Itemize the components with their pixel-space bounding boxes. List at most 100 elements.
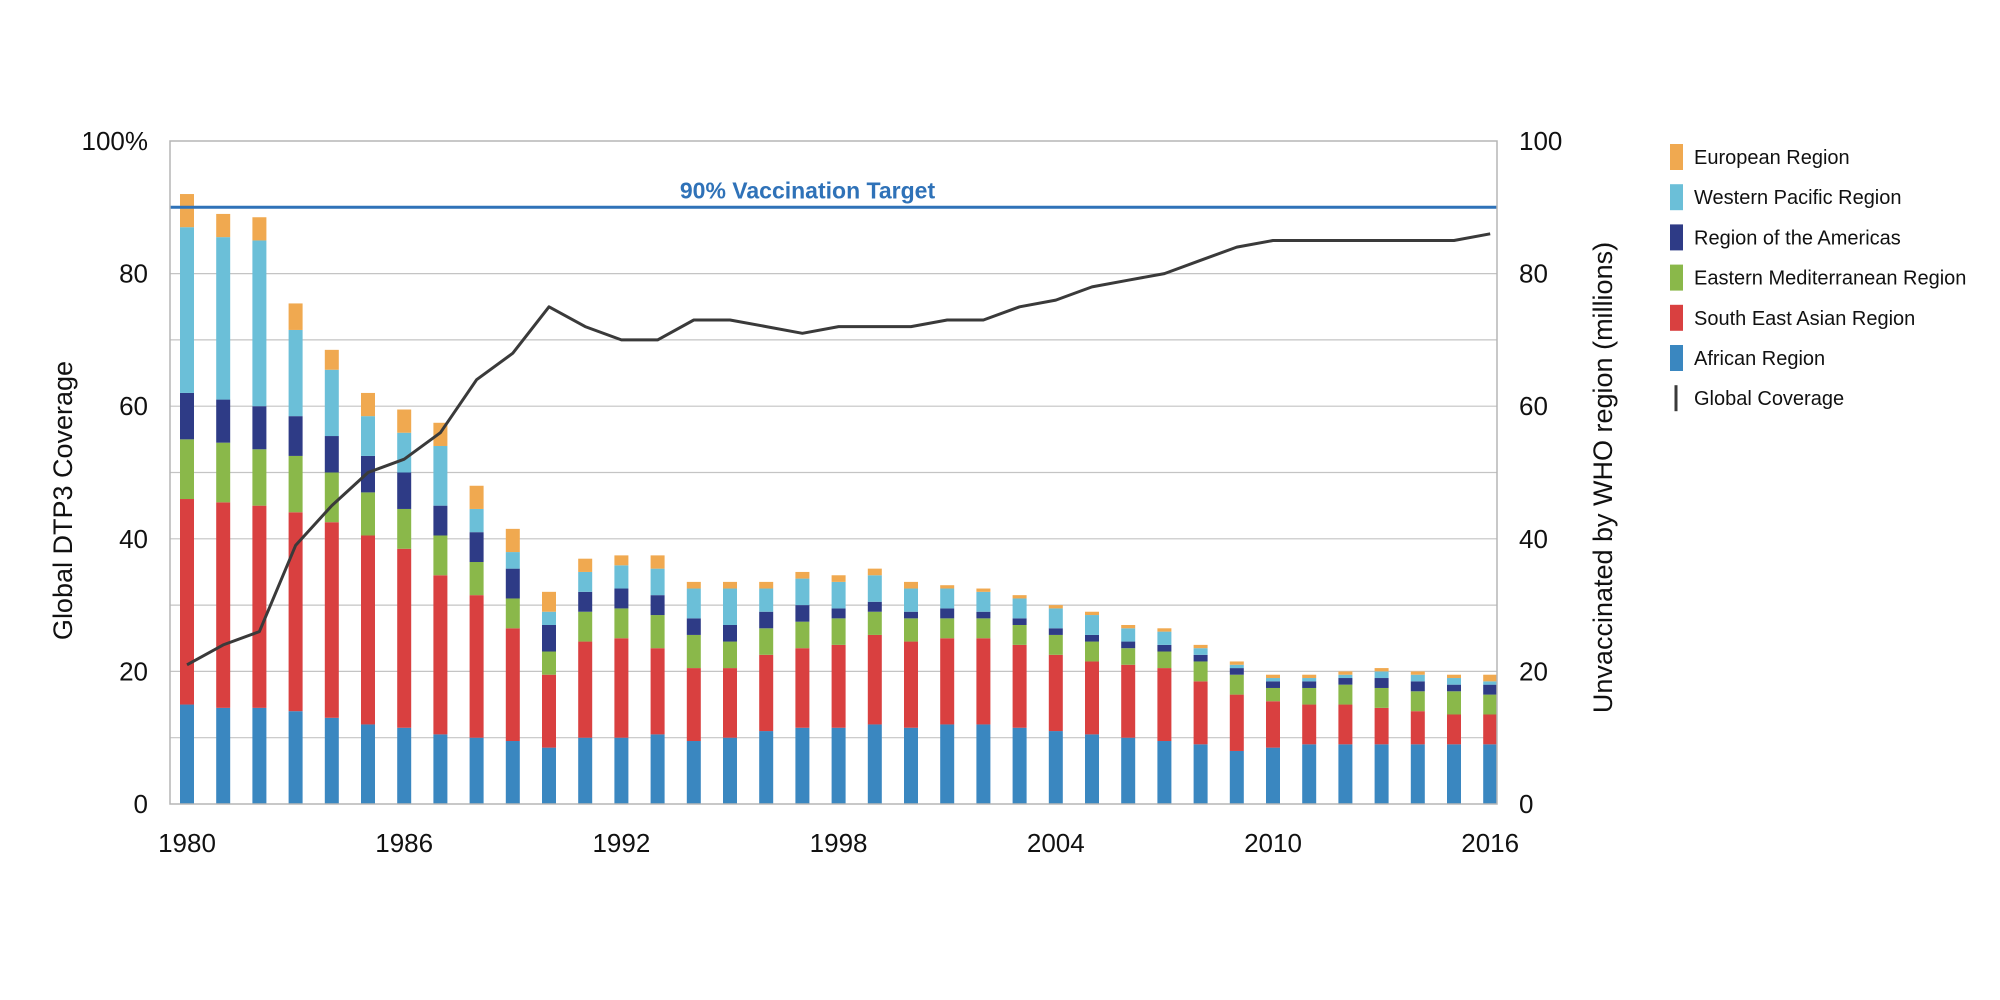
bar-african-region-2006 [1121, 737, 1136, 804]
bar-south-east-asian-region-1997 [795, 648, 810, 728]
bar-european-region-1980 [180, 194, 194, 228]
bar-south-east-asian-region-2015 [1447, 714, 1461, 745]
bar-eastern-mediterranean-region-1987 [433, 535, 448, 576]
bar-western-pacific-region-1992 [614, 565, 629, 589]
bar-south-east-asian-region-2012 [1338, 704, 1353, 745]
bar-region-of-the-americas-2003 [1012, 618, 1027, 625]
bar-eastern-mediterranean-region-2009 [1229, 674, 1244, 695]
bar-western-pacific-region-1989 [505, 552, 520, 569]
bar-european-region-2000 [904, 581, 918, 589]
legend-label-global-coverage: Global Coverage [1694, 388, 1844, 410]
legend-swatch-african-region [1670, 345, 1683, 371]
bar-european-region-1981 [216, 213, 231, 238]
bar-eastern-mediterranean-region-2011 [1302, 687, 1317, 705]
bar-african-region-2000 [904, 727, 918, 804]
bar-south-east-asian-region-2011 [1302, 704, 1317, 745]
bar-western-pacific-region-1998 [831, 581, 846, 609]
bar-south-east-asian-region-1982 [252, 505, 267, 708]
bar-african-region-1989 [505, 741, 520, 804]
right-tick-label: 80 [1519, 259, 1548, 289]
bar-south-east-asian-region-2008 [1193, 681, 1208, 745]
legend-label-south-east-asian-region: South East Asian Region [1694, 308, 1915, 330]
bar-african-region-1983 [288, 711, 303, 804]
bar-region-of-the-americas-1989 [505, 568, 520, 599]
bar-south-east-asian-region-1986 [397, 548, 412, 728]
bar-south-east-asian-region-2009 [1229, 694, 1244, 751]
bar-south-east-asian-region-2013 [1374, 707, 1389, 745]
bar-region-of-the-americas-2009 [1229, 668, 1244, 675]
bar-european-region-2012 [1338, 671, 1353, 675]
bar-south-east-asian-region-1987 [433, 575, 448, 735]
bar-eastern-mediterranean-region-2002 [976, 618, 991, 639]
bar-western-pacific-region-2016 [1483, 681, 1498, 685]
bar-european-region-2011 [1302, 674, 1317, 679]
left-tick-label: 0 [134, 789, 148, 819]
bar-european-region-2007 [1157, 628, 1172, 632]
bar-african-region-1990 [542, 747, 556, 804]
bar-western-pacific-region-1981 [216, 237, 231, 400]
bar-western-pacific-region-1990 [542, 611, 556, 625]
bar-western-pacific-region-1988 [469, 508, 484, 533]
right-tick-label: 40 [1519, 524, 1548, 554]
bar-western-pacific-region-2004 [1048, 608, 1063, 629]
bar-african-region-1996 [759, 731, 774, 804]
bar-european-region-1989 [505, 528, 520, 553]
legend-swatch-region-of-the-americas [1670, 224, 1683, 251]
bar-western-pacific-region-2012 [1338, 674, 1353, 679]
bar-region-of-the-americas-2012 [1338, 678, 1353, 685]
bar-south-east-asian-region-2010 [1266, 701, 1280, 748]
legend-label-african-region: African Region [1694, 348, 1825, 370]
bar-european-region-1995 [723, 581, 737, 589]
left-axis-title: Global DTP3 Coverage [48, 361, 78, 640]
bar-region-of-the-americas-1994 [686, 618, 701, 635]
legend: European Region Western Pacific Region Reg… [1670, 144, 1966, 412]
bar-south-east-asian-region-2016 [1483, 714, 1498, 745]
bar-african-region-1988 [469, 737, 484, 804]
bar-region-of-the-americas-1996 [759, 611, 774, 629]
bar-african-region-1999 [867, 724, 882, 804]
bar-eastern-mediterranean-region-2005 [1085, 641, 1099, 662]
left-axis-ticks: 0 20 40 60 80 100% [82, 126, 149, 819]
bar-western-pacific-region-1986 [397, 432, 412, 473]
bar-region-of-the-americas-2006 [1121, 641, 1136, 649]
x-tick-label: 2010 [1244, 828, 1302, 858]
legend-label-eastern-mediterranean-region: Eastern Mediterranean Region [1694, 268, 1966, 290]
bar-african-region-1986 [397, 727, 412, 804]
bar-region-of-the-americas-1997 [795, 605, 810, 622]
bar-western-pacific-region-1997 [795, 578, 810, 606]
bar-african-region-2011 [1302, 744, 1317, 804]
bar-african-region-2004 [1048, 731, 1063, 804]
bar-european-region-2008 [1193, 644, 1208, 649]
bar-eastern-mediterranean-region-2000 [904, 618, 918, 642]
bar-region-of-the-americas-2011 [1302, 681, 1317, 688]
bar-region-of-the-americas-1995 [723, 624, 737, 642]
bar-eastern-mediterranean-region-1982 [252, 449, 267, 506]
right-tick-label: 0 [1519, 789, 1533, 819]
bar-south-east-asian-region-1996 [759, 654, 774, 732]
bar-south-east-asian-region-1991 [578, 641, 593, 738]
bar-region-of-the-americas-2008 [1193, 654, 1208, 662]
left-tick-label: 100% [82, 126, 149, 156]
bar-african-region-2016 [1483, 744, 1498, 804]
bar-south-east-asian-region-1994 [686, 668, 701, 742]
bar-south-east-asian-region-2004 [1048, 654, 1063, 732]
right-axis-ticks: 0 20 40 60 80 100 [1519, 126, 1562, 819]
bar-european-region-1992 [614, 555, 629, 566]
bar-african-region-2008 [1193, 744, 1208, 804]
bar-western-pacific-region-1982 [252, 240, 267, 407]
bar-african-region-2005 [1085, 734, 1099, 804]
bar-region-of-the-americas-1988 [469, 532, 484, 563]
bar-western-pacific-region-2015 [1447, 678, 1461, 685]
bar-south-east-asian-region-1998 [831, 644, 846, 728]
bar-south-east-asian-region-1985 [361, 535, 375, 725]
bar-african-region-2013 [1374, 744, 1389, 804]
bar-western-pacific-region-2007 [1157, 631, 1172, 645]
bar-european-region-1994 [686, 581, 701, 589]
bar-african-region-1997 [795, 727, 810, 804]
left-tick-label: 80 [119, 259, 148, 289]
bar-western-pacific-region-1993 [650, 568, 665, 596]
x-axis-ticks: 1980 1986 1992 1998 2004 2010 2016 [158, 828, 1519, 858]
left-tick-label: 40 [119, 524, 148, 554]
bar-region-of-the-americas-1999 [867, 601, 882, 612]
bar-region-of-the-americas-1980 [180, 392, 194, 440]
